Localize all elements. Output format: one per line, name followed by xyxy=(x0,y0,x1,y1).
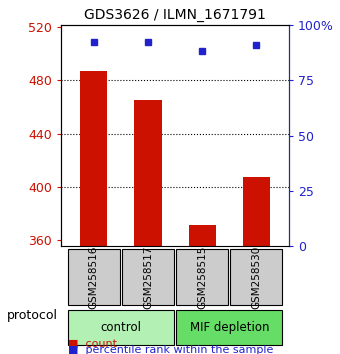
Text: GSM258516: GSM258516 xyxy=(89,245,99,309)
Text: ■  percentile rank within the sample: ■ percentile rank within the sample xyxy=(68,346,273,354)
Bar xyxy=(80,71,107,246)
Text: GSM258530: GSM258530 xyxy=(252,245,261,309)
FancyBboxPatch shape xyxy=(68,249,120,305)
FancyBboxPatch shape xyxy=(122,249,174,305)
Text: GSM258517: GSM258517 xyxy=(143,245,153,309)
Text: GSM258515: GSM258515 xyxy=(197,245,207,309)
FancyBboxPatch shape xyxy=(68,310,174,345)
Text: control: control xyxy=(100,321,141,334)
Bar xyxy=(134,101,162,246)
Bar xyxy=(189,225,216,246)
FancyBboxPatch shape xyxy=(231,249,283,305)
Title: GDS3626 / ILMN_1671791: GDS3626 / ILMN_1671791 xyxy=(84,8,266,22)
Text: MIF depletion: MIF depletion xyxy=(190,321,269,334)
FancyBboxPatch shape xyxy=(176,310,283,345)
Bar xyxy=(243,177,270,246)
Text: protocol: protocol xyxy=(7,309,58,322)
Text: ■  count: ■ count xyxy=(68,339,117,349)
FancyBboxPatch shape xyxy=(176,249,228,305)
